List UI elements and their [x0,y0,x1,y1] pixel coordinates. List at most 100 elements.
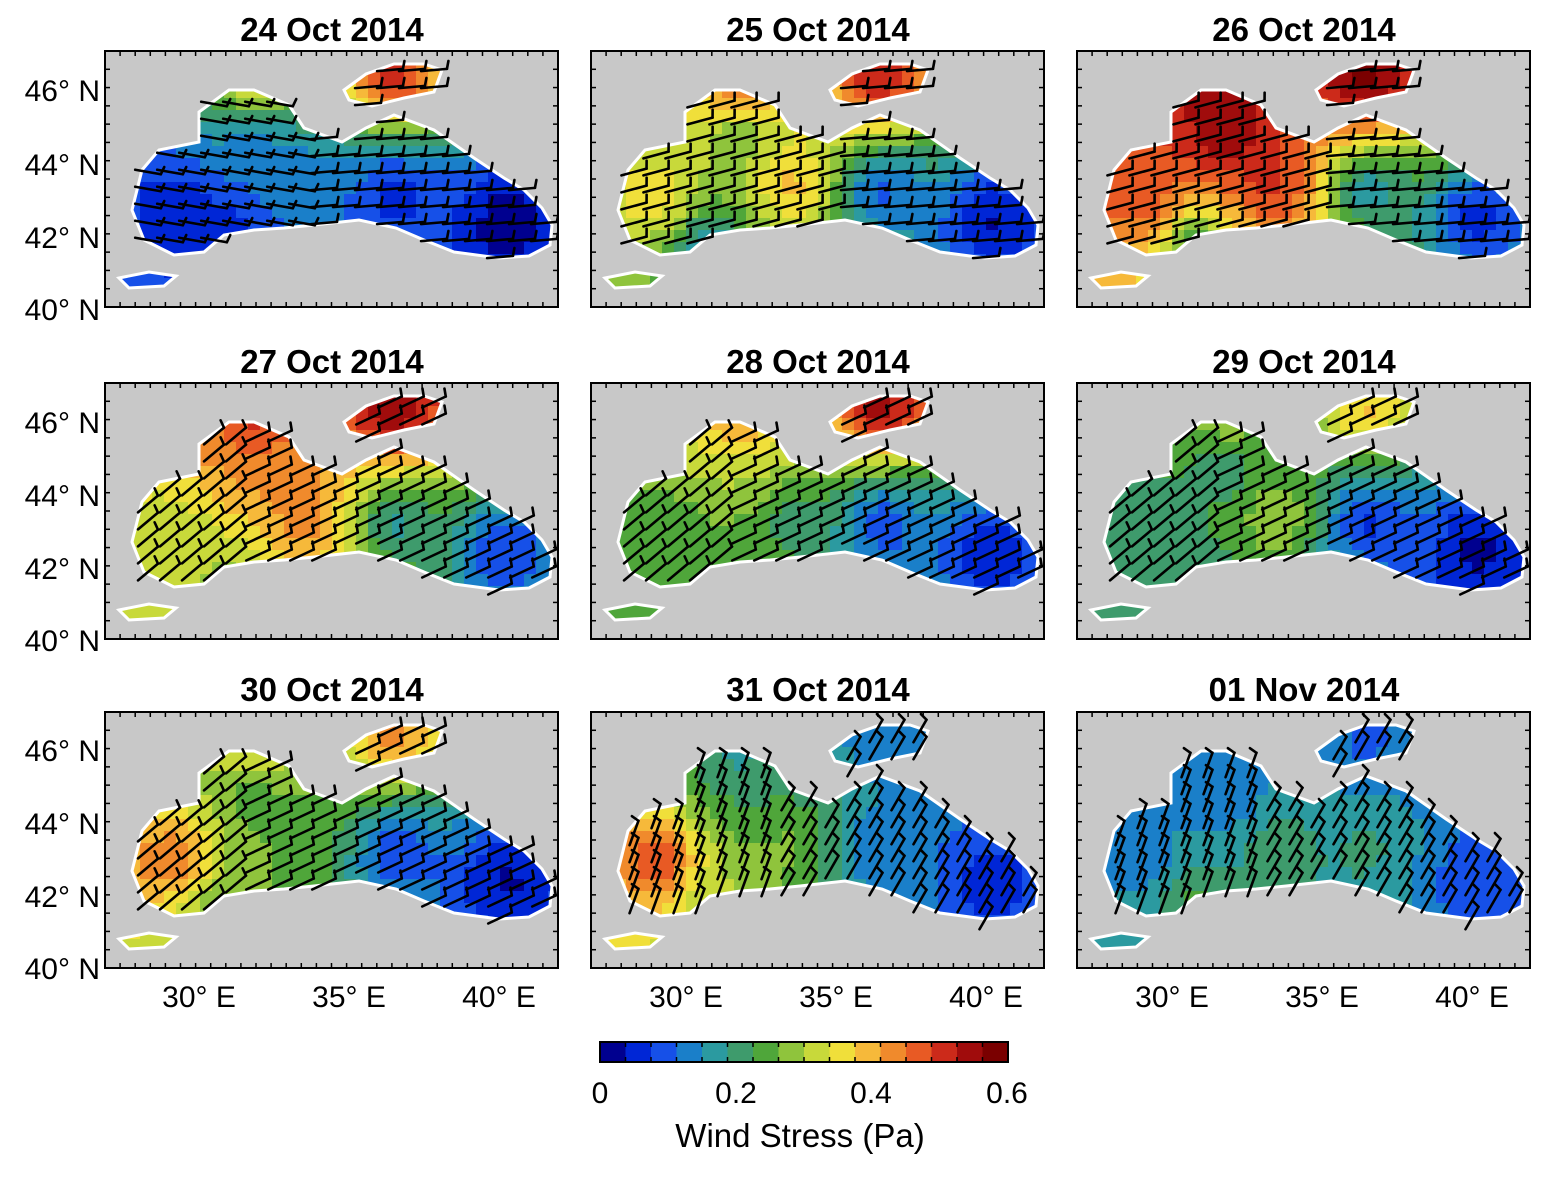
wind-barb-flag [377,523,382,534]
wind-barb [202,545,226,565]
wind-barb-flag [533,195,538,207]
wind-barb [1369,135,1399,141]
wind-barb [398,395,426,409]
wind-barb [1128,201,1156,211]
wind-barb [752,201,780,211]
wind-stress-cell [1316,170,1329,183]
wind-barb-flag [291,97,298,108]
wind-barb [177,151,207,159]
map-panel [1076,50,1531,308]
wind-barb [224,511,248,531]
wind-stress-cell [1292,158,1305,171]
wind-barb-flag [931,161,936,173]
wind-barb [1347,186,1377,192]
wind-stress-cell [404,74,417,87]
wind-stress-cell [368,194,381,207]
wind-stress-cell [854,206,867,219]
wind-barb [1194,116,1222,126]
wind-stress-cell [1136,206,1149,219]
wind-barb [309,186,339,192]
wind-stress-cell [404,490,417,503]
wind-barb-flag [1505,229,1510,241]
wind-barb [883,67,913,73]
wind-stress-cell [1244,194,1257,207]
wind-barb [1194,150,1222,160]
wind-barb [158,545,182,565]
wind-stress-cell [710,454,723,467]
wind-barb-flag [1395,178,1400,190]
wind-stress-cell [1136,194,1149,207]
wind-barb [375,169,405,175]
wind-barb-flag [175,521,182,531]
wind-stress-cell [1400,158,1413,171]
wind-barb [353,84,383,90]
wind-stress-cell [806,158,819,171]
wind-barb-flag [289,472,294,483]
wind-barb [1325,169,1355,175]
wind-barb [1391,186,1421,192]
wind-barb-flag [489,178,494,190]
wind-barb-flag [1019,212,1024,224]
wind-barb [1015,220,1045,226]
wind-barb [420,531,448,545]
wind-barb [730,167,758,177]
wind-stress-cell [296,134,309,147]
wind-barb [309,169,339,175]
wind-stress-cell [938,218,951,231]
wind-stress-cell [878,418,891,431]
wind-stress-cell [1376,194,1389,207]
wind-barb [861,135,891,141]
wind-barb [265,185,295,193]
wind-stress-cell [878,158,891,171]
wind-barb-flag [1373,178,1378,190]
wind-barb [752,116,780,126]
coastline [342,62,444,108]
wind-barb-flag [357,144,362,156]
wind-stress-cell [890,134,903,147]
wind-barb [1194,133,1222,143]
wind-barb [507,220,537,226]
wind-barb [397,67,427,73]
wind-stress-cell [356,158,369,171]
wind-barb [1325,203,1355,209]
wind-stress-cell [188,550,201,563]
wind-barb [1413,203,1443,209]
wind-barb [1260,150,1288,160]
wind-barb [1325,84,1355,90]
wind-barb [642,235,670,245]
wind-barb [971,237,1001,243]
wind-barb [265,134,295,142]
wind-stress-cell [878,74,891,87]
wind-barb [927,220,957,226]
wind-barb [1194,99,1222,109]
wind-barb-flag [443,506,448,517]
wind-barb-flag [311,540,316,551]
wind-barb-flag [443,472,448,483]
wind-barb [1304,201,1332,211]
wind-stress-cell [650,206,663,219]
wind-barb-flag [423,212,428,224]
map-panel [590,50,1045,308]
wind-barb-flag [267,540,272,551]
wind-barb [883,152,913,158]
wind-stress-cell [1364,158,1377,171]
wind-stress-cell [248,122,261,135]
wind-barb-flag [887,127,892,139]
wind-barb [861,186,891,192]
panel-title: 24 Oct 2014 [240,11,424,48]
wind-stress-cell [1376,74,1389,87]
wind-barb [486,565,514,579]
wind-stress-cell [308,478,321,491]
wind-barb [486,548,514,562]
wind-stress-cell [866,158,879,171]
wind-barb-flag [511,178,516,190]
wind-barb [243,219,273,227]
wind-stress-cell [1448,194,1461,207]
wind-barb-flag [1351,178,1356,190]
wind-barb-flag [931,195,936,207]
wind-barb [224,494,248,514]
wind-stress-cell [854,158,867,171]
wind-barb [664,167,692,177]
wind-barb [266,548,294,562]
coastline [115,602,180,622]
